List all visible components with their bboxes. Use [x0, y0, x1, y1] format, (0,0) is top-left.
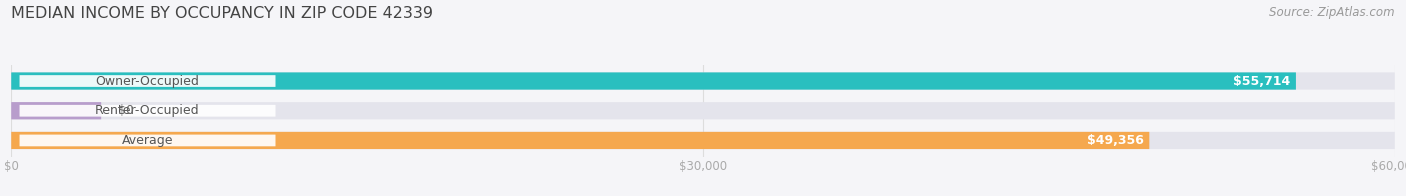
Text: MEDIAN INCOME BY OCCUPANCY IN ZIP CODE 42339: MEDIAN INCOME BY OCCUPANCY IN ZIP CODE 4…: [11, 6, 433, 21]
Text: Owner-Occupied: Owner-Occupied: [96, 74, 200, 88]
FancyBboxPatch shape: [11, 102, 101, 119]
FancyBboxPatch shape: [20, 75, 276, 87]
FancyBboxPatch shape: [11, 102, 1395, 119]
Text: Renter-Occupied: Renter-Occupied: [96, 104, 200, 117]
Text: $55,714: $55,714: [1233, 74, 1291, 88]
FancyBboxPatch shape: [11, 132, 1395, 149]
FancyBboxPatch shape: [11, 132, 1149, 149]
Text: $49,356: $49,356: [1087, 134, 1144, 147]
FancyBboxPatch shape: [11, 72, 1296, 90]
FancyBboxPatch shape: [20, 135, 276, 146]
FancyBboxPatch shape: [11, 72, 1395, 90]
Text: $0: $0: [118, 104, 134, 117]
FancyBboxPatch shape: [20, 105, 276, 117]
Text: Source: ZipAtlas.com: Source: ZipAtlas.com: [1270, 6, 1395, 19]
Text: Average: Average: [122, 134, 173, 147]
